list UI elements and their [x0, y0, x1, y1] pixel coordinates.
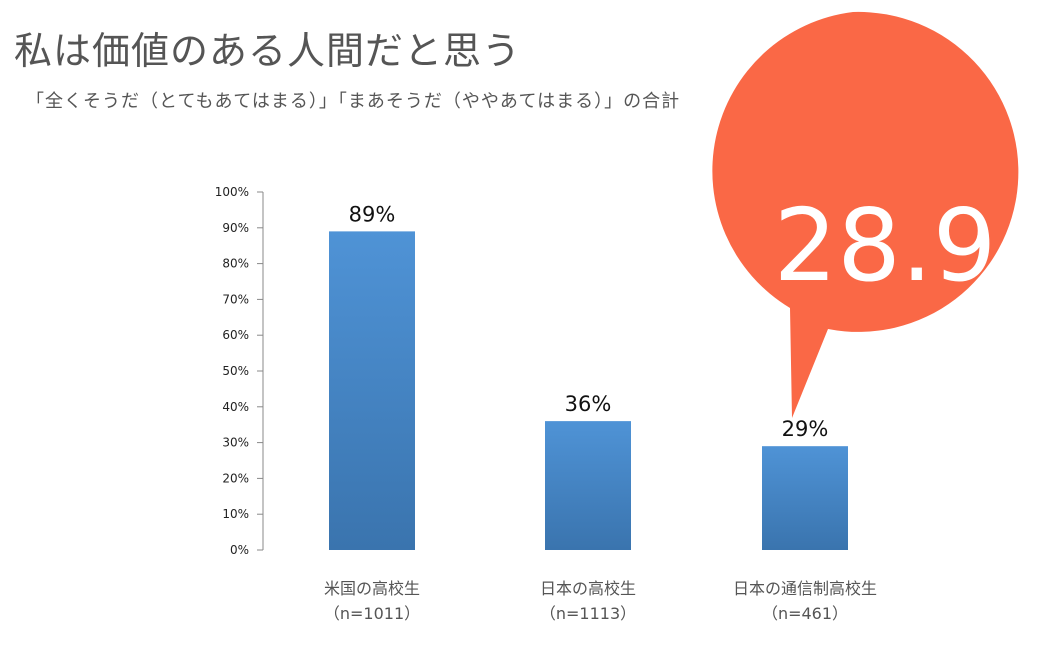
y-tick-label: 0%	[230, 543, 249, 557]
bar	[545, 421, 631, 550]
y-tick-label: 100%	[215, 185, 249, 199]
y-tick-label: 40%	[222, 400, 249, 414]
y-tick-label: 90%	[222, 221, 249, 235]
bar	[329, 231, 415, 550]
page-subtitle: 「全くそうだ（とてもあてはまる）」「まあそうだ（ややあてはまる）」の合計	[26, 91, 681, 112]
bar-value-label: 29%	[782, 417, 829, 441]
category-sample-size: （n=461）	[762, 604, 848, 623]
data-labels: 89% 36% 29%	[349, 202, 829, 441]
category-sample-size: （n=1113）	[540, 604, 636, 623]
category-label: 日本の高校生	[540, 579, 636, 598]
bars	[329, 231, 848, 550]
bar-value-label: 89%	[349, 202, 396, 226]
bar	[762, 446, 848, 550]
callout-unit: %	[992, 249, 1030, 293]
category-label: 日本の通信制高校生	[733, 579, 877, 598]
callout-value: 28.9	[774, 187, 997, 304]
y-tick-label: 60%	[222, 328, 249, 342]
y-axis: 0% 10% 20% 30% 40% 50% 60% 70% 80% 90% 100%	[215, 185, 264, 557]
callout-bubble: 28.9 %	[712, 11, 1030, 418]
bar-value-label: 36%	[565, 392, 612, 416]
y-tick-label: 80%	[222, 257, 249, 271]
category-sample-size: （n=1011）	[324, 604, 420, 623]
callout-shape	[712, 11, 1019, 418]
page-title: 私は価値のある人間だと思う	[14, 29, 522, 73]
y-tick-label: 20%	[222, 471, 249, 485]
y-tick-label: 30%	[222, 436, 249, 450]
category-labels: 米国の高校生 （n=1011） 日本の高校生 （n=1113） 日本の通信制高校生 （n=…	[324, 579, 877, 623]
y-tick-label: 10%	[222, 507, 249, 521]
y-tick-label: 70%	[222, 292, 249, 306]
y-tick-label: 50%	[222, 364, 249, 378]
category-label: 米国の高校生	[324, 579, 420, 598]
